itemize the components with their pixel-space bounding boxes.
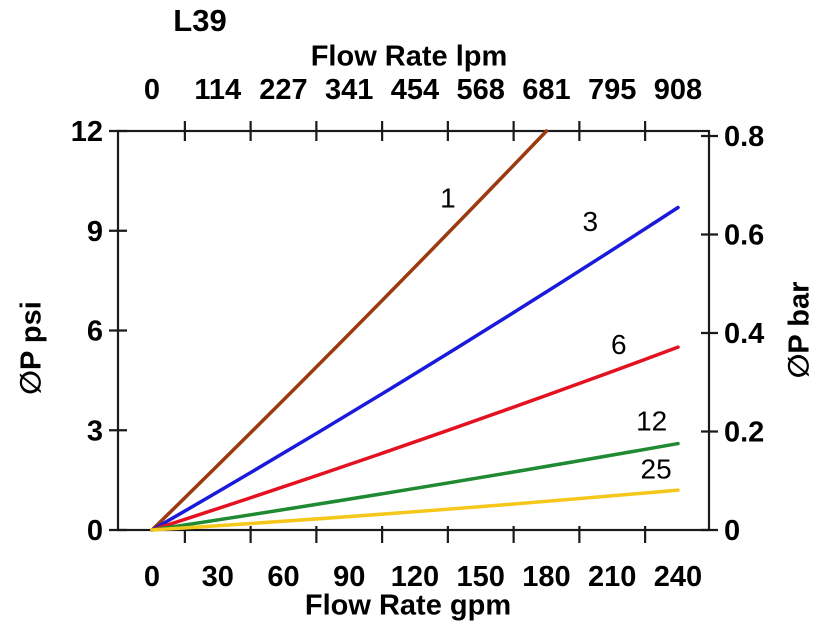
chart-title: L39: [173, 3, 227, 38]
bottom-axis-tick-label: 240: [654, 561, 702, 593]
top-axis-tick-label: 568: [457, 74, 505, 106]
bottom-axis-tick-label: 210: [588, 561, 636, 593]
left-axis-tick-label: 12: [71, 116, 103, 148]
top-axis-tick-label: 227: [259, 74, 307, 106]
series-line-1: [150, 129, 549, 532]
series-label-12: 12: [636, 405, 667, 436]
right-axis-tick-label: 0: [724, 515, 740, 547]
right-axis-tick-label: 0.6: [724, 220, 764, 252]
right-axis-title: ∅P bar: [783, 281, 816, 379]
left-axis-tick-label: 0: [87, 515, 103, 547]
series-line-25: [150, 488, 680, 532]
top-axis-tick-label: 0: [144, 74, 160, 106]
series-line-3: [150, 205, 680, 532]
bottom-axis-title: Flow Rate gpm: [304, 589, 512, 622]
right-axis-tick-label: 0.8: [724, 121, 764, 153]
series-label-25: 25: [641, 453, 672, 484]
bottom-axis-tick-label: 0: [144, 561, 160, 593]
bottom-axis-tick-label: 150: [457, 561, 505, 593]
bottom-axis-tick-label: 120: [391, 561, 439, 593]
series-line-12: [150, 441, 680, 532]
bottom-axis-tick-label: 60: [267, 561, 299, 593]
series-label-6: 6: [611, 329, 627, 360]
series-label-1: 1: [440, 183, 456, 214]
top-axis-tick-label: 341: [325, 74, 373, 106]
series-label-3: 3: [583, 206, 599, 237]
top-axis-tick-label: 454: [391, 74, 439, 106]
top-axis-tick-label: 114: [194, 74, 241, 106]
top-axis-tick-label: 795: [588, 74, 636, 106]
top-axis-tick-label: 908: [654, 74, 702, 106]
series-line-6: [150, 345, 680, 532]
left-axis-tick-label: 3: [87, 415, 103, 447]
right-axis-tick-label: 0.4: [724, 318, 764, 350]
left-axis-tick-label: 6: [87, 316, 103, 348]
top-axis-title: Flow Rate lpm: [310, 40, 508, 73]
bottom-axis-tick-label: 90: [333, 561, 365, 593]
top-axis-tick-label: 681: [522, 74, 570, 106]
bottom-axis-tick-label: 180: [522, 561, 570, 593]
bottom-axis-tick-label: 30: [202, 561, 234, 593]
left-axis-title: ∅P psi: [15, 301, 48, 395]
right-axis-tick-label: 0.2: [724, 417, 764, 449]
left-axis-tick-label: 9: [87, 216, 103, 248]
